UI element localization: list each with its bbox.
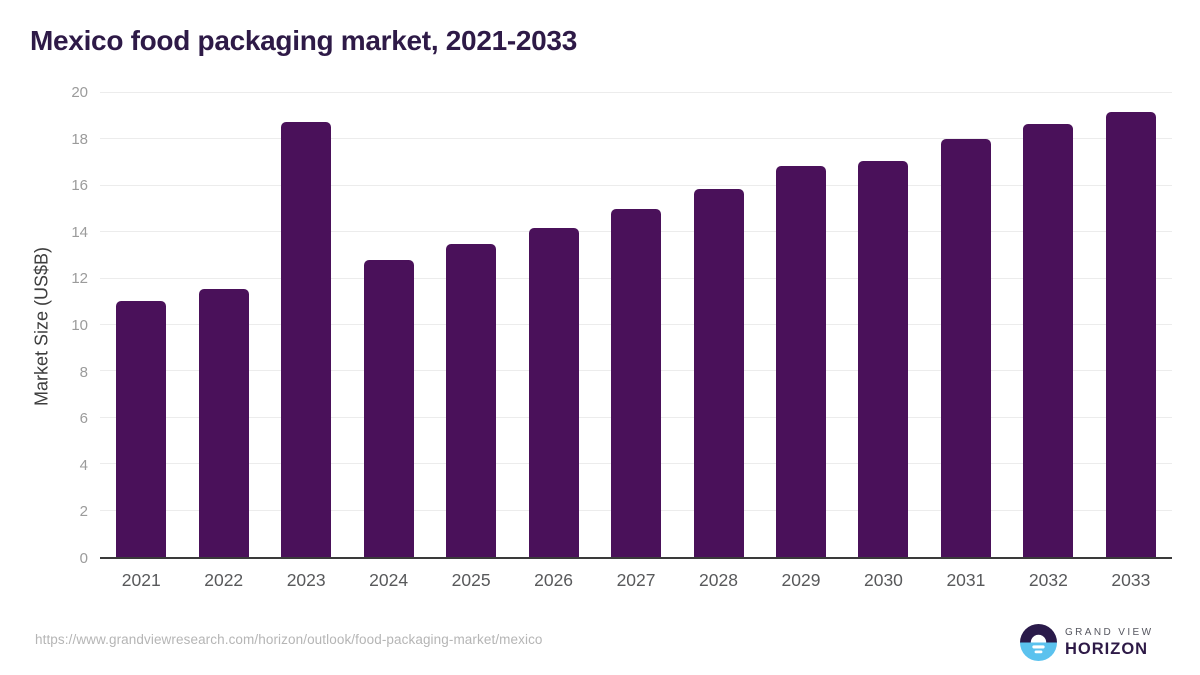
source-url: https://www.grandviewresearch.com/horizo… [35, 632, 543, 647]
y-tick-18: 18 [71, 130, 88, 148]
brand-logo: GRAND VIEW HORIZON [1020, 624, 1153, 661]
bar-slot-2022 [182, 93, 264, 557]
chart-title: Mexico food packaging market, 2021-2033 [30, 25, 577, 56]
bar-2021 [116, 300, 167, 557]
y-axis-ticks: 0 2 4 6 8 10 12 14 16 18 20 [28, 84, 88, 567]
bar-2027 [611, 209, 662, 557]
x-axis-ticks: 2021 2022 2023 2024 2025 2026 2027 2028 2029 2030… [100, 565, 1172, 591]
y-tick-6: 6 [79, 410, 88, 428]
gridline-16 [100, 184, 1172, 186]
bar-2024 [363, 260, 414, 557]
y-tick-8: 8 [79, 363, 88, 381]
bar-2031 [940, 139, 991, 557]
y-tick-10: 10 [71, 317, 88, 334]
bar-2029 [775, 166, 826, 557]
y-tick-4: 4 [79, 456, 88, 474]
y-tick-14: 14 [71, 223, 88, 241]
bar-2032 [1023, 124, 1074, 557]
bar-2028 [693, 189, 744, 557]
x-tick-2022: 2022 [204, 570, 244, 590]
bar-2030 [858, 161, 909, 557]
y-tick-2: 2 [79, 503, 88, 521]
bar-slot-2033 [1090, 93, 1172, 557]
bar-slot-2031 [925, 93, 1007, 557]
y-tick-16: 16 [71, 177, 88, 195]
x-tick-2026: 2026 [534, 570, 574, 590]
bar-2033 [1105, 111, 1156, 557]
bar-2023 [281, 122, 332, 557]
y-tick-20: 20 [71, 84, 88, 101]
x-tick-2033: 2033 [1111, 570, 1151, 590]
logo-grand-view-label: GRAND VIEW [1065, 626, 1154, 638]
bar-slot-2026 [512, 93, 594, 557]
bar-slot-2021 [100, 93, 182, 557]
x-tick-2032: 2032 [1028, 570, 1068, 590]
y-tick-12: 12 [71, 270, 88, 288]
y-tick-0: 0 [79, 550, 88, 567]
plot-area [100, 92, 1172, 559]
x-tick-2028: 2028 [699, 570, 738, 590]
bar-2025 [446, 243, 497, 557]
sunrise-logo-icon [1020, 624, 1057, 661]
x-tick-2024: 2024 [369, 570, 409, 590]
gridline-20 [100, 92, 1172, 93]
x-tick-2027: 2027 [616, 570, 656, 590]
x-tick-2030: 2030 [863, 570, 903, 590]
x-tick-2025: 2025 [451, 570, 491, 590]
bar-2026 [528, 227, 579, 557]
bar-slot-2030 [842, 93, 924, 557]
logo-horizon-label: HORIZON [1065, 639, 1149, 658]
bar-slot-2027 [595, 93, 677, 557]
bars-container [100, 93, 1172, 557]
gridline-18 [100, 138, 1172, 140]
x-tick-2031: 2031 [946, 570, 986, 590]
logo-text: GRAND VIEW HORIZON [1065, 627, 1153, 659]
bar-slot-2025 [430, 93, 512, 557]
x-tick-2023: 2023 [286, 570, 326, 590]
bar-slot-2024 [347, 93, 429, 557]
bar-slot-2023 [265, 93, 347, 557]
bar-2022 [198, 289, 249, 557]
bar-slot-2029 [760, 93, 842, 557]
bar-slot-2028 [677, 93, 759, 557]
x-tick-2021: 2021 [121, 570, 161, 590]
x-tick-2029: 2029 [781, 570, 821, 590]
bar-slot-2032 [1007, 93, 1089, 557]
